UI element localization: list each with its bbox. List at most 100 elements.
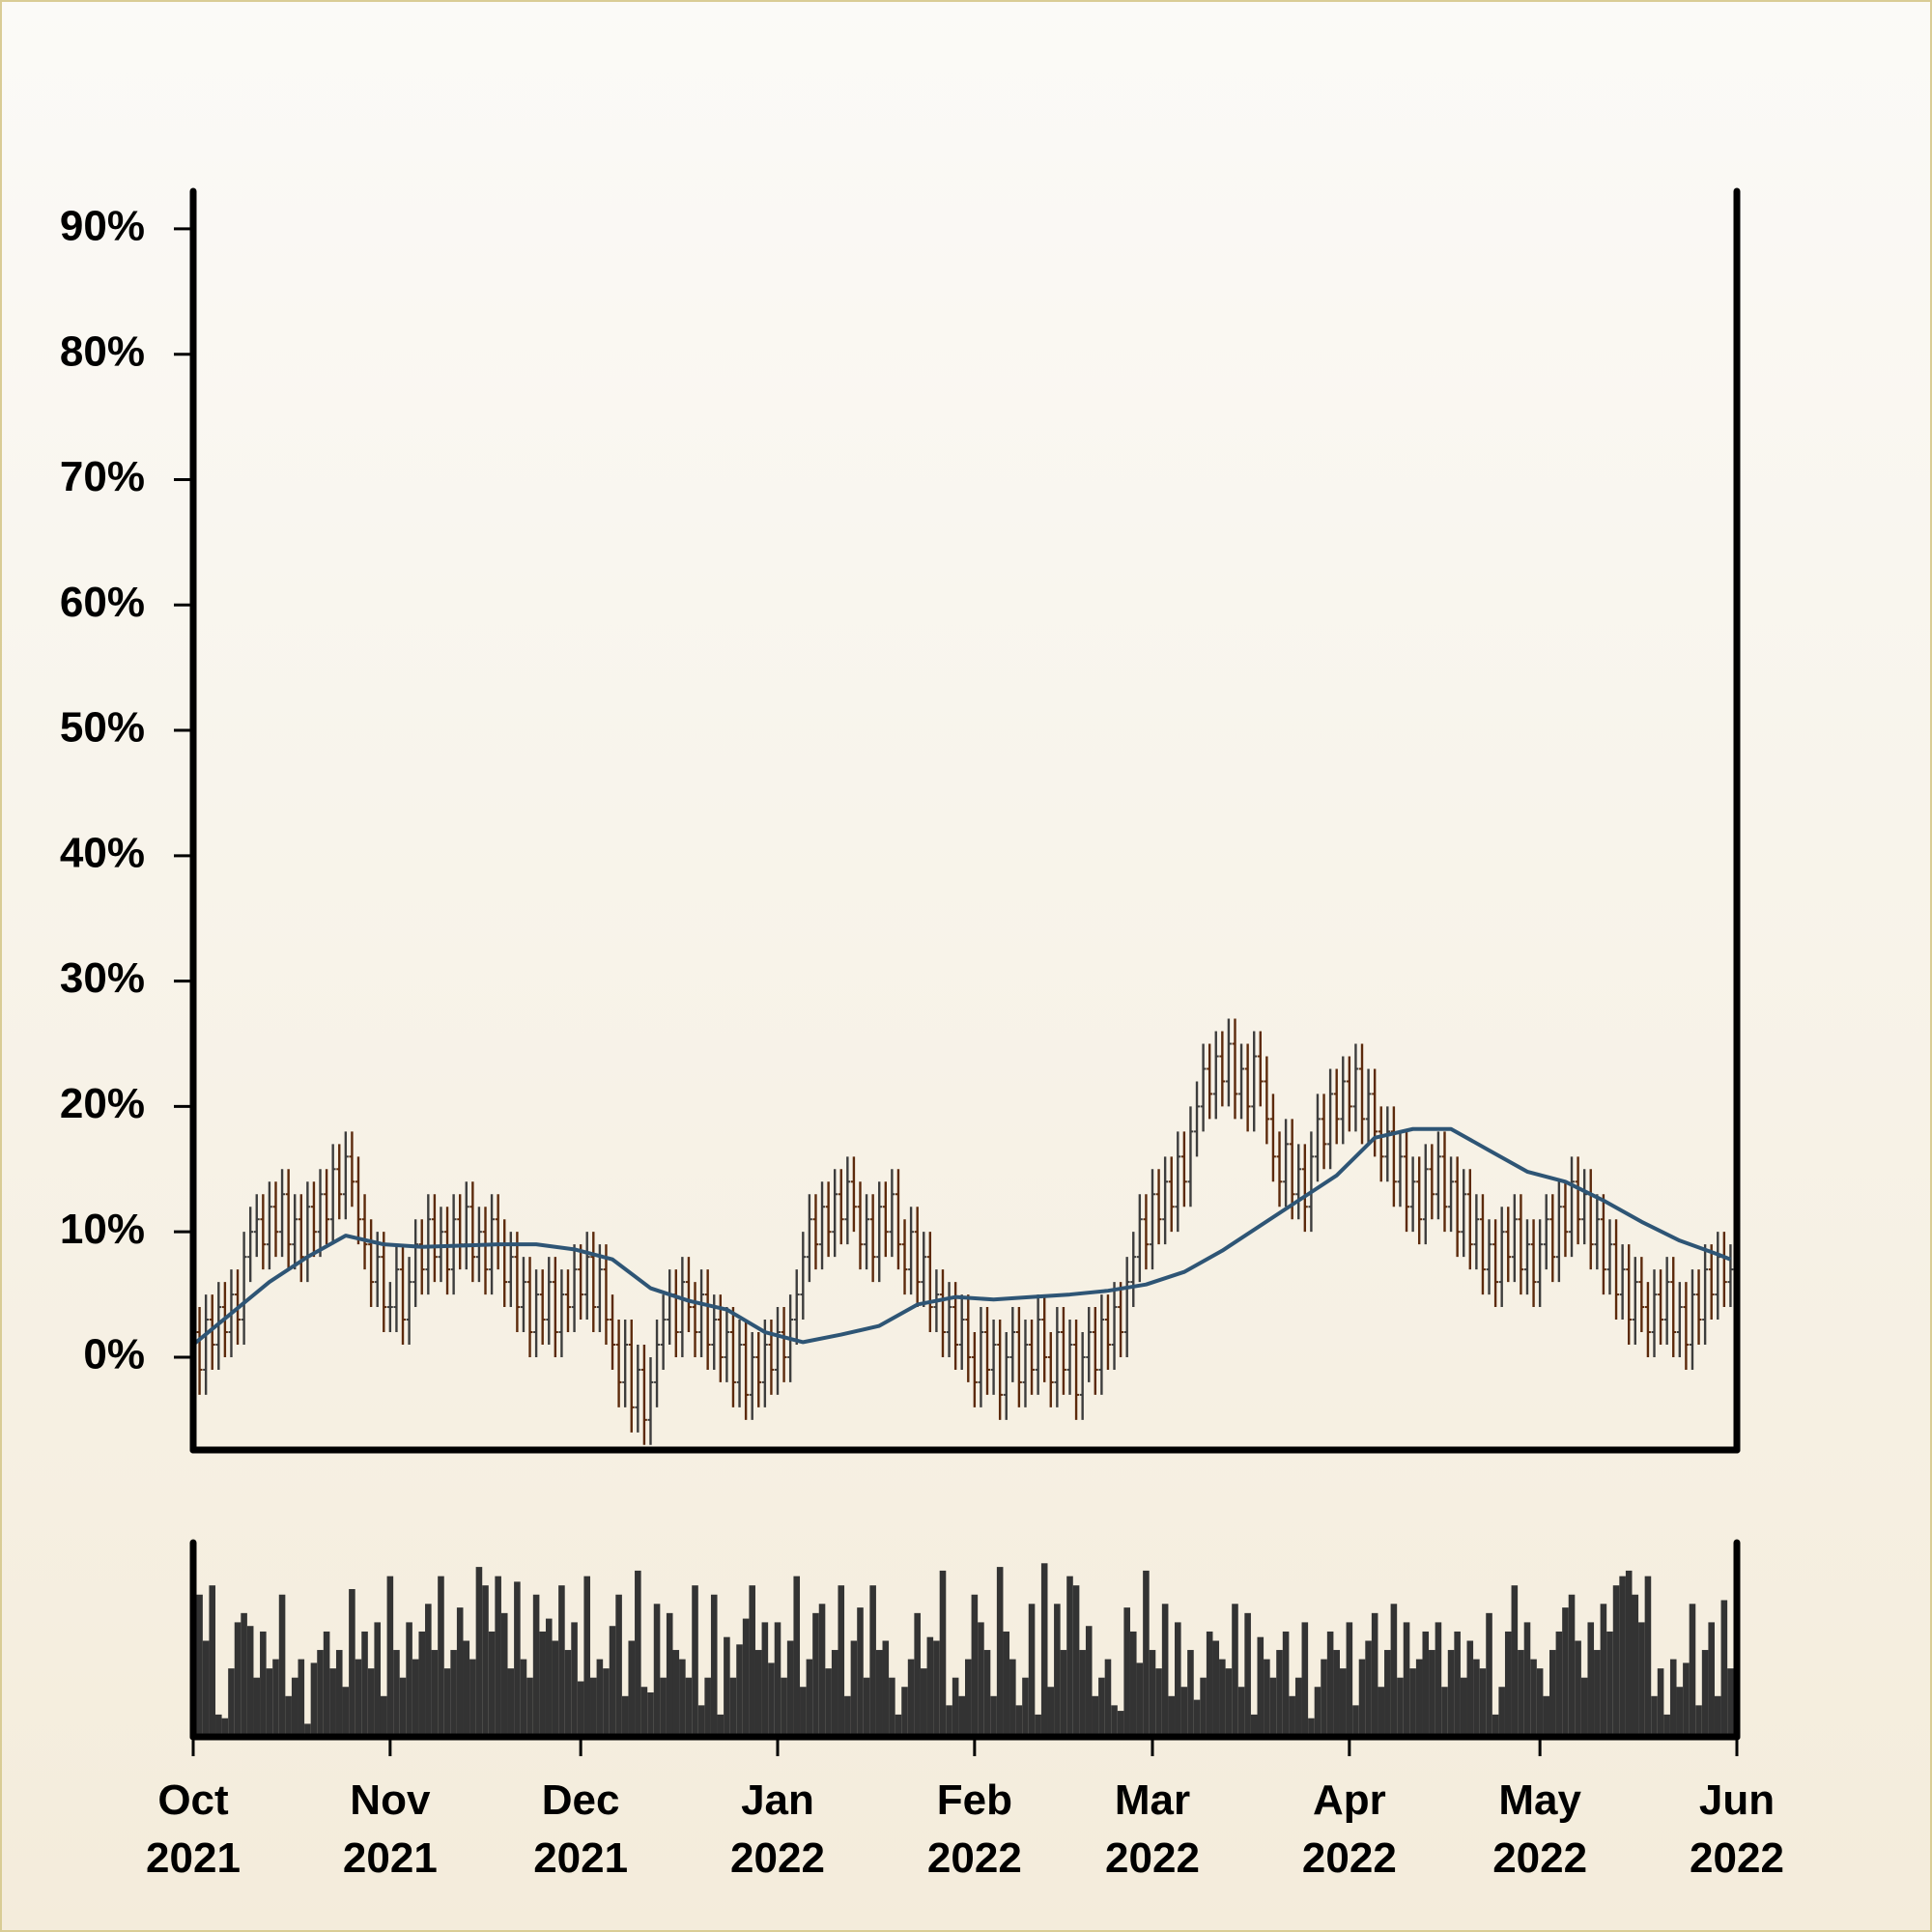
volume-bar [355, 1659, 362, 1737]
label-line: 2022 [1690, 1834, 1784, 1882]
volume-bar [628, 1640, 636, 1737]
volume-bar [215, 1714, 222, 1737]
x-tick-label: Feb 2022 [927, 1776, 1022, 1882]
volume-bar [1429, 1650, 1435, 1737]
volume-bar [202, 1640, 210, 1737]
volume-bar [558, 1585, 565, 1737]
axes: 0% 10% 20% 30% 40% 50% 60% 70% 80% 90% Oct 2021 Nov 2… [60, 187, 1784, 1882]
volume-bar [1454, 1631, 1461, 1737]
volume-bar [1060, 1650, 1067, 1737]
volume-bar [1289, 1695, 1295, 1737]
y-tick-label: 10% [60, 1206, 145, 1253]
volume-bar [946, 1705, 952, 1737]
volume-bar [1175, 1622, 1181, 1737]
x-tick-label: Mar 2022 [1105, 1776, 1200, 1882]
volume-bar [209, 1585, 216, 1737]
volume-bar [1143, 1570, 1150, 1737]
x-tick-label: Nov 2021 [343, 1776, 438, 1882]
volume-bar [1301, 1622, 1309, 1737]
volume-bar [386, 1576, 394, 1737]
label-line: 2022 [927, 1834, 1022, 1882]
volume-bar [1200, 1677, 1207, 1737]
volume-bar [717, 1714, 724, 1737]
volume-bar [907, 1659, 915, 1737]
volume-bar [1371, 1612, 1378, 1737]
volume-bar [1009, 1659, 1016, 1737]
volume-bar [1136, 1662, 1144, 1737]
volume-bar [1409, 1668, 1416, 1737]
label-line: Mar [1115, 1776, 1190, 1824]
volume-bar [564, 1650, 572, 1737]
volume-bar [1486, 1612, 1492, 1737]
volume-bar [831, 1650, 838, 1737]
volume-bar [1568, 1594, 1576, 1737]
volume-bar [1714, 1695, 1721, 1737]
volume-bar [1594, 1650, 1601, 1737]
volume-bar [1314, 1687, 1321, 1737]
volume-bar [539, 1631, 546, 1737]
volume-bar [850, 1640, 858, 1737]
volume-bar [1232, 1604, 1238, 1737]
volume-bar [1663, 1714, 1670, 1737]
volume-bar [342, 1687, 350, 1737]
label-line: 2021 [146, 1834, 241, 1882]
volume-bar [1378, 1687, 1385, 1737]
volume-bar [1294, 1677, 1302, 1737]
volume-bar [1575, 1640, 1581, 1737]
volume-bar [1587, 1622, 1595, 1737]
volume-bar [1015, 1705, 1023, 1737]
volume-bar [1683, 1662, 1690, 1737]
volume-bar [469, 1659, 476, 1737]
label-line: 2022 [730, 1834, 825, 1882]
label-line: 2022 [1105, 1834, 1200, 1882]
volume-bar [1187, 1650, 1194, 1737]
volume-bar [1149, 1650, 1156, 1737]
volume-bar [1492, 1714, 1499, 1737]
volume-bar [742, 1618, 750, 1737]
volume-bar [1689, 1604, 1696, 1737]
volume-bar [571, 1622, 578, 1737]
y-tick-label: 70% [60, 453, 145, 500]
volume-bar [647, 1691, 654, 1737]
volume-bar [1193, 1699, 1201, 1737]
volume-bar [1415, 1659, 1423, 1737]
price-bars [193, 1018, 1734, 1445]
volume-bar [1040, 1563, 1048, 1737]
volume-bar [1219, 1659, 1226, 1737]
volume-bar [1536, 1668, 1544, 1737]
volume-bar [806, 1659, 813, 1737]
volume-bar [1447, 1650, 1455, 1737]
volume-bar [1727, 1668, 1734, 1737]
volume-bar [545, 1618, 553, 1737]
volume-bar [196, 1594, 203, 1737]
volume-bar [724, 1636, 730, 1737]
volume-bar [520, 1659, 527, 1737]
volume-bar [577, 1681, 584, 1737]
volume-bar [329, 1668, 336, 1737]
volume-bar [774, 1622, 781, 1737]
volume-bars [189, 1563, 1734, 1737]
x-tick-label: Jun 2022 [1690, 1776, 1784, 1882]
label-line: 2022 [1302, 1834, 1397, 1882]
volume-bar [812, 1612, 819, 1737]
volume-bar [260, 1631, 267, 1737]
volume-bar [895, 1714, 902, 1737]
volume-bar [1264, 1659, 1270, 1737]
volume-bar [685, 1677, 693, 1737]
volume-bar [1225, 1668, 1233, 1737]
volume-bar [475, 1567, 483, 1737]
volume-bar [939, 1570, 947, 1737]
volume-bar [857, 1607, 864, 1737]
volume-bar [1308, 1718, 1315, 1737]
volume-bar [1701, 1650, 1709, 1737]
volume-bar [507, 1668, 515, 1737]
volume-bar [666, 1612, 673, 1737]
volume-bar [1619, 1576, 1626, 1737]
volume-bar [1498, 1687, 1505, 1737]
volume-bar [609, 1626, 616, 1737]
volume-bar [729, 1677, 737, 1737]
moving-average-line [193, 1126, 1732, 1347]
volume-bar [825, 1668, 832, 1737]
volume-bar [1022, 1677, 1029, 1737]
volume-bar [672, 1650, 680, 1737]
